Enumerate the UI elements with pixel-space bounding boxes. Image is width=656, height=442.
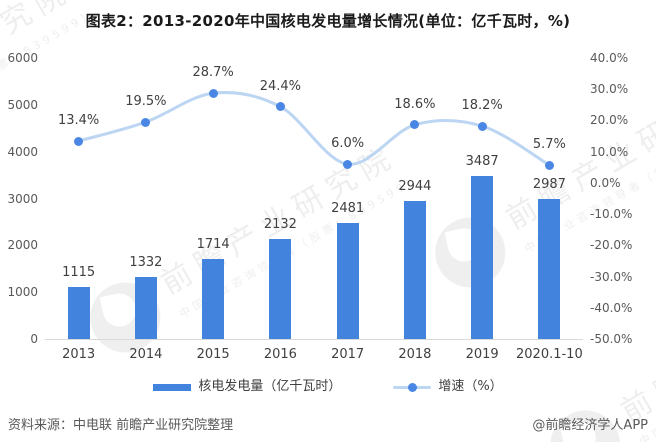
y-right-tick-label: -30.0% xyxy=(590,269,633,284)
growth-value-label: 5.7% xyxy=(532,137,566,153)
legend-item-generation: 核电发电量（亿千瓦时） xyxy=(153,379,341,395)
bar-generation xyxy=(471,175,494,339)
x-axis-category-label: 2020.1-10 xyxy=(516,347,583,362)
y-left-tick-label: 6000 xyxy=(7,51,38,65)
y-left-tick-label: 4000 xyxy=(7,144,38,159)
y-right-tick-label: 40.0% xyxy=(590,51,629,65)
growth-value-label: 28.7% xyxy=(192,65,234,81)
y-right-tick-label: 10.0% xyxy=(590,144,629,159)
bar-generation xyxy=(67,286,90,339)
growth-value-label: 19.5% xyxy=(125,94,167,109)
bar-value-label: 1115 xyxy=(62,264,96,280)
chart-title: 图表2：2013-2020年中国核电发电量增长情况(单位：亿千瓦时，%) xyxy=(85,12,571,30)
y-right-tick-label: -20.0% xyxy=(590,238,633,253)
growth-point-dot xyxy=(141,117,151,127)
legend-item-growth: 增速（%） xyxy=(393,379,503,395)
y-right-tick-label: -40.0% xyxy=(590,300,633,315)
bar-value-label: 2987 xyxy=(532,177,566,193)
bar-value-label: 3487 xyxy=(465,153,499,169)
growth-point-dot xyxy=(410,120,420,130)
y-left-tick-label: 0 xyxy=(30,332,38,346)
y-right-tick-label: -50.0% xyxy=(590,332,633,346)
y-right-tick-label: 20.0% xyxy=(590,113,629,128)
y-right-tick-label: 30.0% xyxy=(590,82,629,97)
line-swatch-icon xyxy=(393,382,432,392)
growth-point-dot xyxy=(208,88,218,98)
growth-value-label: 18.6% xyxy=(394,96,436,112)
growth-value-label: 24.4% xyxy=(259,78,302,94)
growth-point-dot xyxy=(544,160,554,170)
chart-footer: 资料来源：中电联 前瞻产业研究院整理 @前瞻经济学人APP xyxy=(0,414,656,433)
y-left-tick-label: 2000 xyxy=(7,238,38,253)
source-note: 资料来源：中电联 前瞻产业研究院整理 xyxy=(8,418,234,433)
y-left-tick-label: 1000 xyxy=(7,285,38,300)
y-left-tick-label: 5000 xyxy=(7,97,38,112)
bar-swatch-icon xyxy=(153,383,192,391)
bar-value-label: 2481 xyxy=(331,200,365,216)
bar-generation xyxy=(202,258,225,339)
chart-legend: 核电发电量（亿千瓦时） 增速（%） xyxy=(0,379,656,395)
growth-value-label: 6.0% xyxy=(331,136,365,152)
x-axis-category-label: 2014 xyxy=(129,347,163,362)
bar-value-label: 2132 xyxy=(263,217,297,233)
bar-generation xyxy=(134,276,157,339)
bar-value-label: 1332 xyxy=(129,254,163,270)
y-right-tick-label: -10.0% xyxy=(590,207,633,222)
bar-generation xyxy=(538,199,561,339)
growth-point-dot xyxy=(477,121,487,131)
x-axis-category-label: 2019 xyxy=(465,347,499,362)
bar-value-label: 1714 xyxy=(196,236,230,252)
growth-value-label: 13.4% xyxy=(57,113,100,129)
growth-point-dot xyxy=(343,159,353,169)
bar-generation xyxy=(336,222,359,339)
bar-generation xyxy=(269,239,292,339)
legend-label-growth: 增速（%） xyxy=(438,379,503,394)
bar-value-label: 2944 xyxy=(398,179,432,195)
bar-generation xyxy=(403,201,426,339)
growth-point-dot xyxy=(74,136,84,146)
y-left-tick-label: 3000 xyxy=(7,191,38,206)
x-axis-category-label: 2018 xyxy=(398,347,432,362)
growth-value-label: 18.2% xyxy=(461,98,503,114)
growth-point-dot xyxy=(275,102,285,112)
x-axis-category-label: 2016 xyxy=(263,347,297,362)
x-axis-line xyxy=(45,339,583,340)
legend-label-generation: 核电发电量（亿千瓦时） xyxy=(198,379,342,394)
x-axis-category-label: 2017 xyxy=(331,347,365,362)
credit-note: @前瞻经济学人APP xyxy=(532,418,648,433)
x-axis-category-label: 2015 xyxy=(196,347,230,362)
x-axis-category-label: 2013 xyxy=(62,347,96,362)
y-right-tick-label: 0.0% xyxy=(590,175,621,190)
